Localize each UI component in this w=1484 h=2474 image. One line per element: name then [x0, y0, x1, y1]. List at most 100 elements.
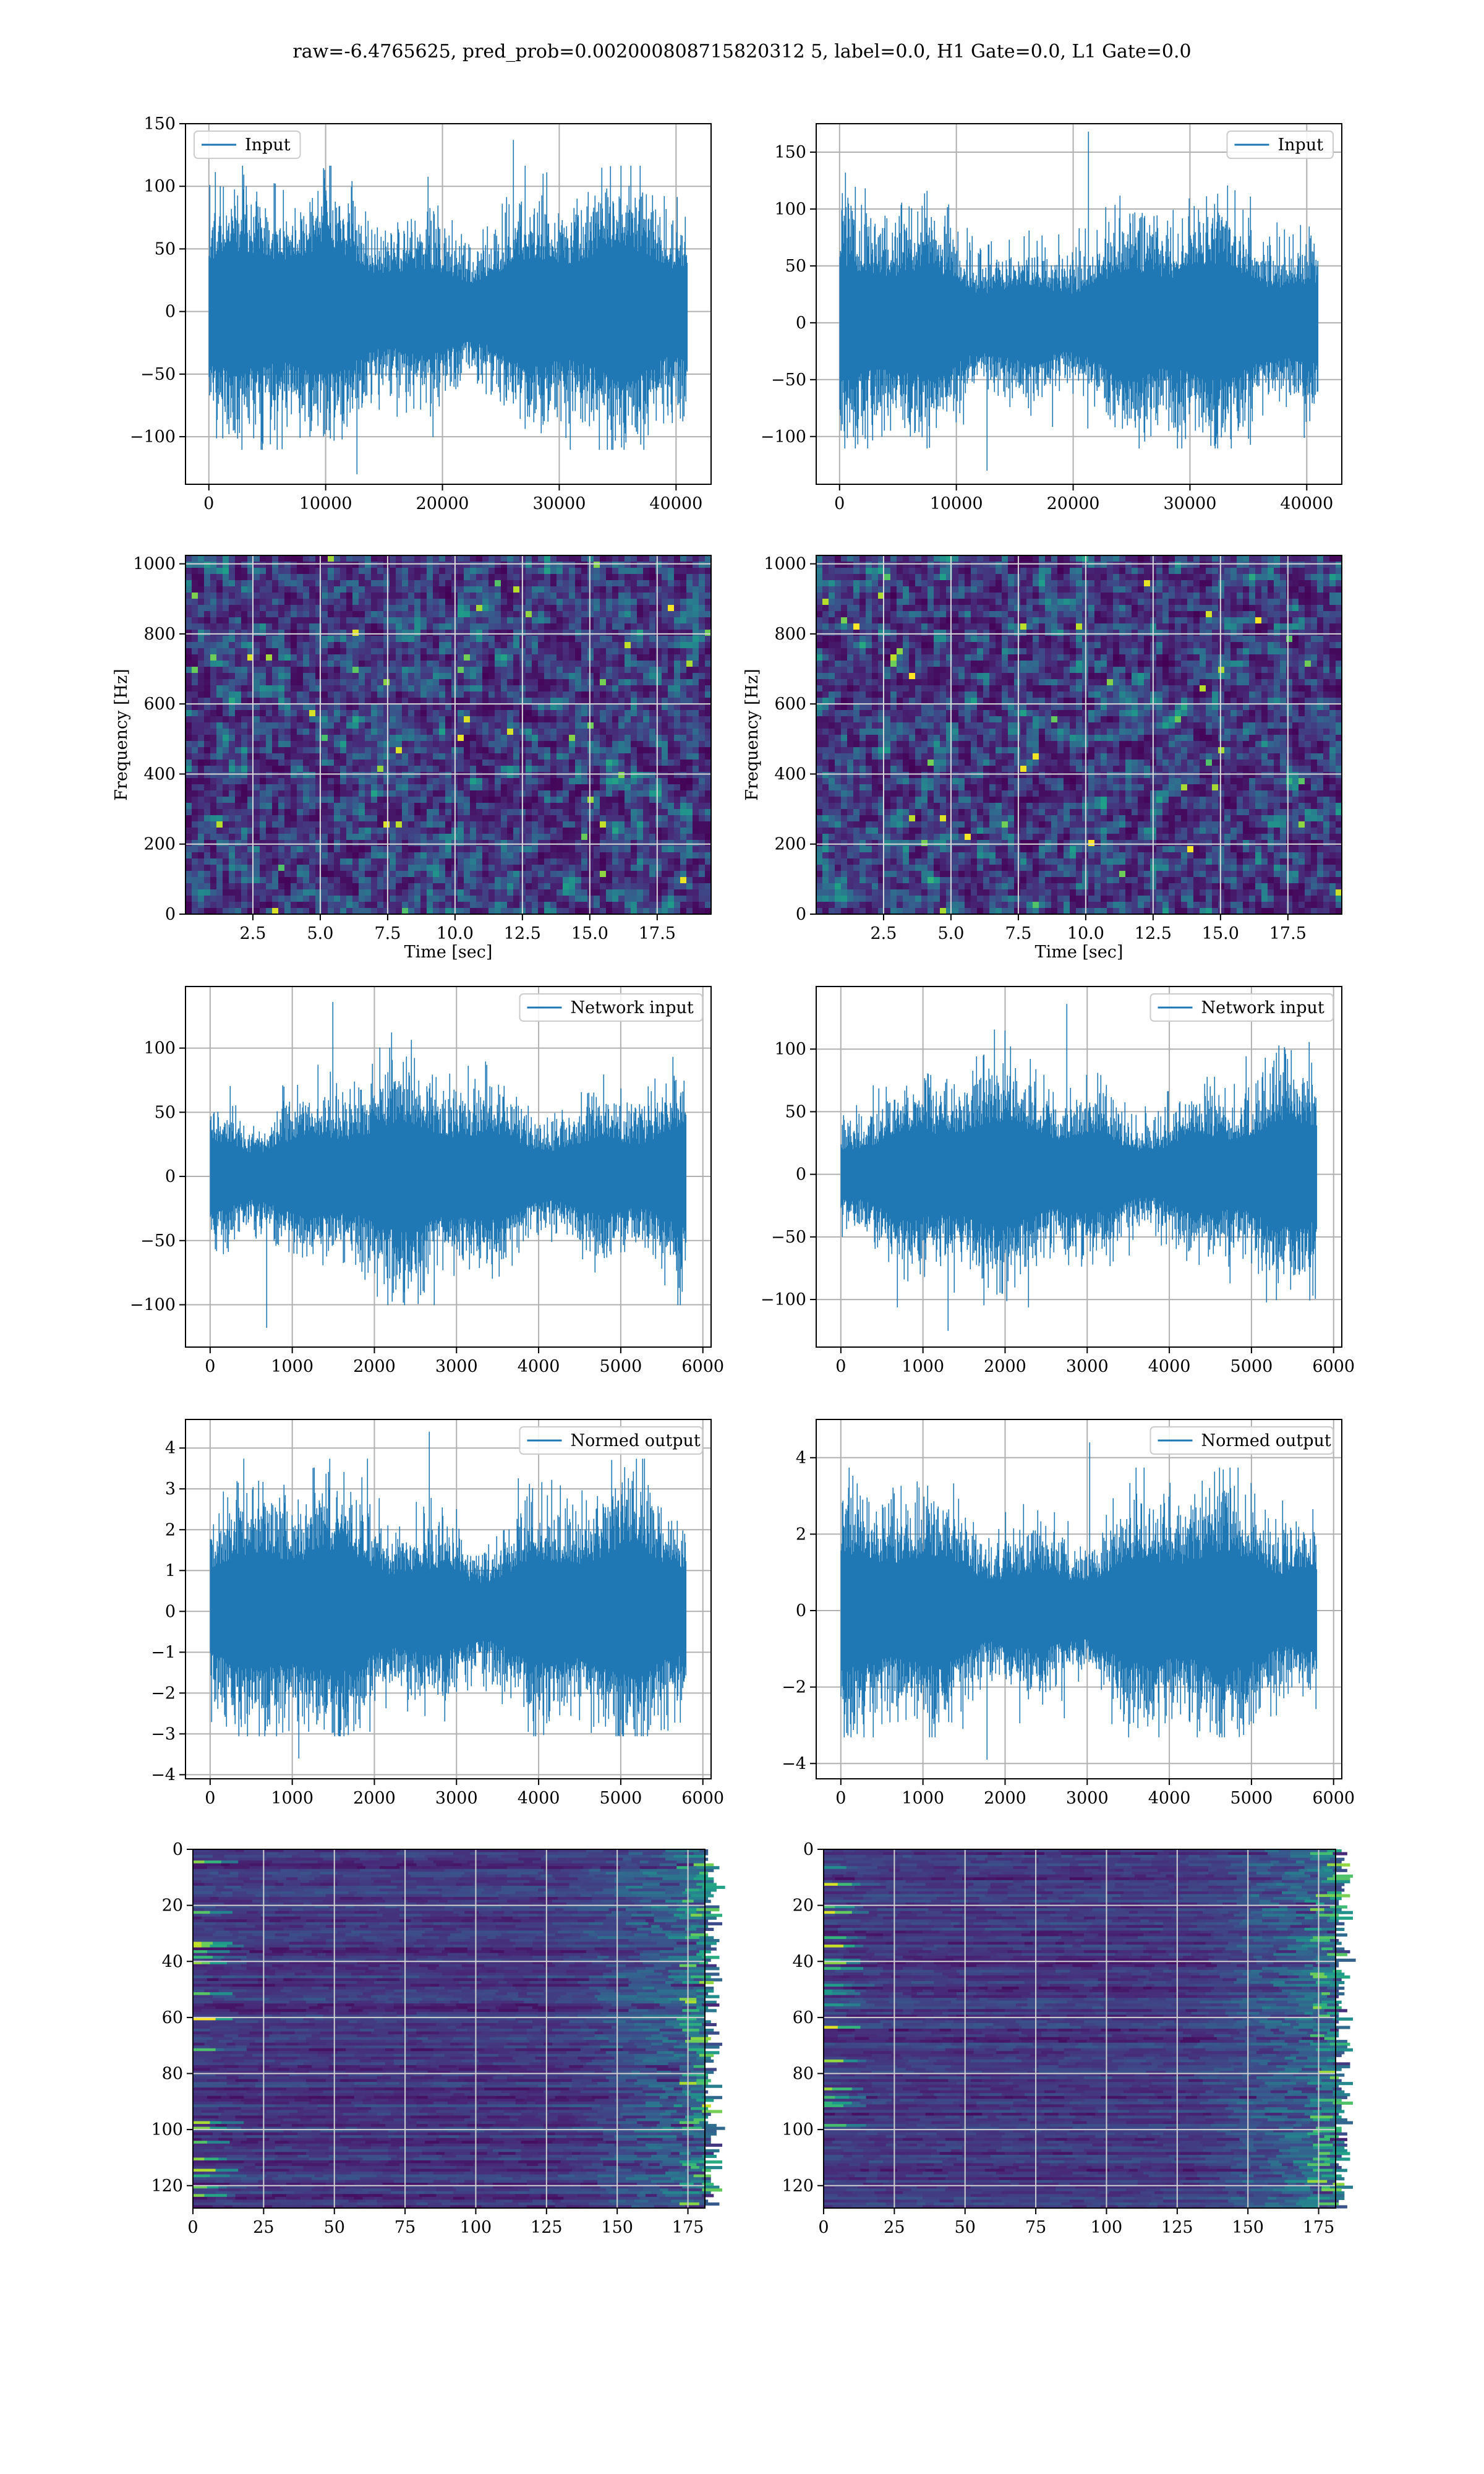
spectrogram-cell — [507, 593, 514, 599]
spectrogram-cell — [476, 753, 483, 760]
spectrogram-cell — [334, 871, 341, 878]
spectrogram-cell — [352, 883, 359, 890]
spectrogram-cell — [420, 710, 427, 717]
spectrogram-cell — [204, 642, 211, 649]
spectrogram-cell — [396, 555, 403, 562]
spectrogram-cell — [674, 834, 681, 841]
spectrogram-cell — [284, 555, 291, 562]
spectrogram-cell — [680, 821, 687, 828]
spectrogram-cell — [575, 883, 582, 890]
spectrogram-cell — [427, 685, 433, 692]
x-tick-label: 20000 — [1047, 494, 1100, 513]
spectrogram-cell — [216, 562, 223, 568]
spectrogram-cell — [556, 574, 563, 581]
spectrogram-cell — [600, 735, 607, 742]
spectrogram-cell — [538, 673, 545, 680]
spectrogram-cell — [408, 679, 415, 686]
spectrogram-cell — [284, 815, 291, 822]
spectrogram-cell — [532, 871, 539, 878]
spectrogram-cell — [334, 679, 341, 686]
spectrogram-cell — [383, 871, 390, 878]
spectrogram-cell — [284, 809, 291, 816]
spectrogram-cell — [241, 673, 248, 680]
spectrogram-cell — [396, 623, 403, 630]
spectrogram-cell — [495, 580, 501, 587]
spectrogram-cell — [668, 760, 675, 766]
spectrogram-cell — [427, 636, 433, 643]
spectrogram-cell — [594, 803, 600, 810]
spectrogram-cell — [606, 896, 613, 902]
spectrogram-cell — [254, 661, 260, 667]
spectrogram-cell — [606, 716, 613, 723]
spectrogram-cell — [563, 580, 569, 587]
spectrogram-cell — [476, 673, 483, 680]
spectrogram-cell — [359, 685, 365, 692]
spectrogram-cell — [210, 852, 217, 859]
spectrogram-cell — [377, 586, 384, 593]
spectrogram-cell — [414, 821, 421, 828]
spectrogram-cell — [377, 760, 384, 766]
spectrogram-cell — [328, 617, 335, 624]
spectrogram-cell — [544, 840, 551, 847]
spectrogram-cell — [334, 574, 341, 581]
spectrogram-cell — [699, 568, 706, 575]
spectrogram-cell — [291, 593, 297, 599]
spectrogram-cell — [674, 636, 681, 643]
spectrogram-cell — [501, 766, 508, 773]
spectrogram-cell — [532, 574, 539, 581]
spectrogram-cell — [581, 691, 588, 698]
spectrogram-cell — [427, 865, 433, 871]
spectrogram-cell — [414, 642, 421, 649]
spectrogram-cell — [600, 617, 607, 624]
spectrogram-cell — [488, 766, 495, 773]
spectrogram-cell — [340, 790, 347, 797]
spectrogram-cell — [668, 685, 675, 692]
spectrogram-cell — [309, 852, 316, 859]
spectrogram-cell — [674, 710, 681, 717]
spectrogram-cell — [600, 889, 607, 896]
spectrogram-cell — [680, 667, 687, 674]
spectrogram-cell — [699, 698, 706, 704]
spectrogram-cell — [420, 611, 427, 618]
spectrogram-cell — [581, 685, 588, 692]
spectrogram-cell — [309, 729, 316, 735]
spectrogram-cell — [433, 568, 440, 575]
spectrogram-cell — [495, 803, 501, 810]
spectrogram-cell — [260, 828, 267, 834]
spectrogram-cell — [501, 648, 508, 655]
spectrogram-cell — [631, 772, 638, 779]
spectrogram-cell — [693, 679, 699, 686]
spectrogram-cell — [235, 883, 242, 890]
spectrogram-cell — [359, 667, 365, 674]
spectrogram-cell — [625, 642, 631, 649]
spectrogram-cell — [532, 704, 539, 711]
spectrogram-cell — [303, 834, 310, 841]
spectrogram-cell — [297, 654, 304, 661]
spectrogram-cell — [352, 593, 359, 599]
spectrogram-cell — [414, 605, 421, 612]
spectrogram-cell — [408, 753, 415, 760]
spectrogram-cell — [315, 784, 322, 791]
spectrogram-cell — [612, 809, 619, 816]
spectrogram-cell — [303, 741, 310, 748]
spectrogram-cell — [315, 555, 322, 562]
spectrogram-cell — [266, 555, 273, 562]
spectrogram-cell — [655, 698, 662, 704]
spectrogram-cell — [315, 642, 322, 649]
spectrogram-cell — [359, 605, 365, 612]
spectrogram-cell — [575, 704, 582, 711]
spectrogram-cell — [594, 883, 600, 890]
spectrogram-cell — [254, 574, 260, 581]
spectrogram-cell — [420, 630, 427, 636]
spectrogram-cell — [192, 636, 198, 643]
spectrogram-cell — [501, 858, 508, 865]
spectrogram-cell — [254, 562, 260, 568]
spectrogram-cell — [550, 790, 557, 797]
spectrogram-cell — [631, 722, 638, 729]
spectrogram-cell — [445, 568, 452, 575]
spectrogram-cell — [390, 790, 396, 797]
spectrogram-cell — [538, 834, 545, 841]
spectrogram-cell — [371, 778, 378, 785]
spectrogram-cell — [556, 716, 563, 723]
spectrogram-cell — [204, 753, 211, 760]
